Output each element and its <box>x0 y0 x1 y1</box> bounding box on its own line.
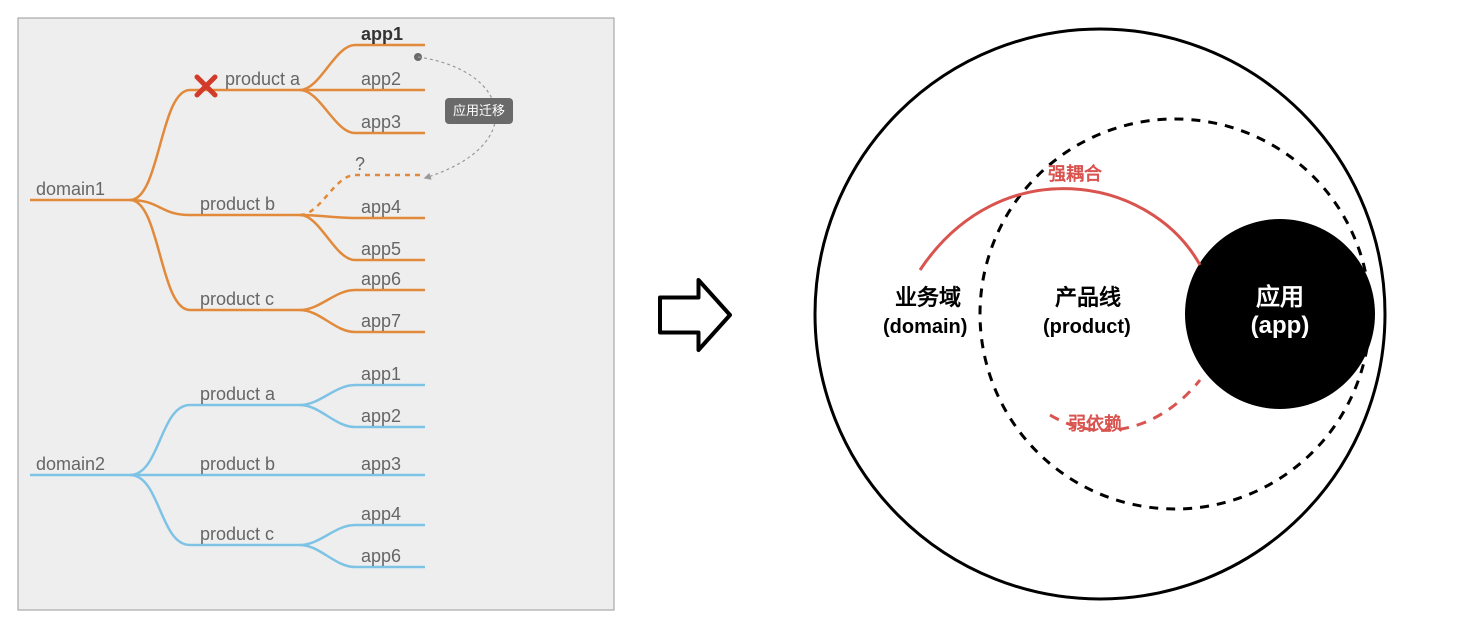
svg-text:product a: product a <box>225 69 301 89</box>
svg-text:product a: product a <box>200 384 276 404</box>
svg-text:domain1: domain1 <box>36 179 105 199</box>
svg-text:app4: app4 <box>361 504 401 524</box>
svg-text:domain2: domain2 <box>36 454 105 474</box>
domain-label: 业务域 <box>895 285 961 310</box>
svg-text:app3: app3 <box>361 454 401 474</box>
svg-text:product c: product c <box>200 524 274 544</box>
svg-text:app5: app5 <box>361 239 401 259</box>
strong-coupling-label: 强耦合 <box>1048 163 1103 184</box>
svg-text:?: ? <box>355 154 365 174</box>
product-label: 产品线 <box>1055 285 1121 310</box>
svg-text:app3: app3 <box>361 112 401 132</box>
svg-text:app7: app7 <box>361 311 401 331</box>
svg-text:(product): (product) <box>1043 316 1131 338</box>
svg-text:(domain): (domain) <box>883 316 967 338</box>
weak-coupling-label: 弱依赖 <box>1068 413 1122 434</box>
svg-text:app1: app1 <box>361 364 401 384</box>
svg-text:app4: app4 <box>361 197 401 217</box>
svg-text:app2: app2 <box>361 69 401 89</box>
svg-text:(app): (app) <box>1251 312 1310 339</box>
svg-text:product b: product b <box>200 194 275 214</box>
svg-text:app1: app1 <box>361 24 403 44</box>
strong-coupling-curve <box>920 189 1200 270</box>
svg-text:应用迁移: 应用迁移 <box>453 103 505 118</box>
svg-text:product b: product b <box>200 454 275 474</box>
svg-text:app2: app2 <box>361 406 401 426</box>
svg-text:app6: app6 <box>361 269 401 289</box>
app-label: 应用 <box>1256 283 1304 311</box>
transition-arrow <box>660 280 730 350</box>
svg-text:product c: product c <box>200 289 274 309</box>
svg-text:app6: app6 <box>361 546 401 566</box>
diagram-canvas: domain1 product a app1 app2 app3 product b? ap… <box>0 0 1482 628</box>
